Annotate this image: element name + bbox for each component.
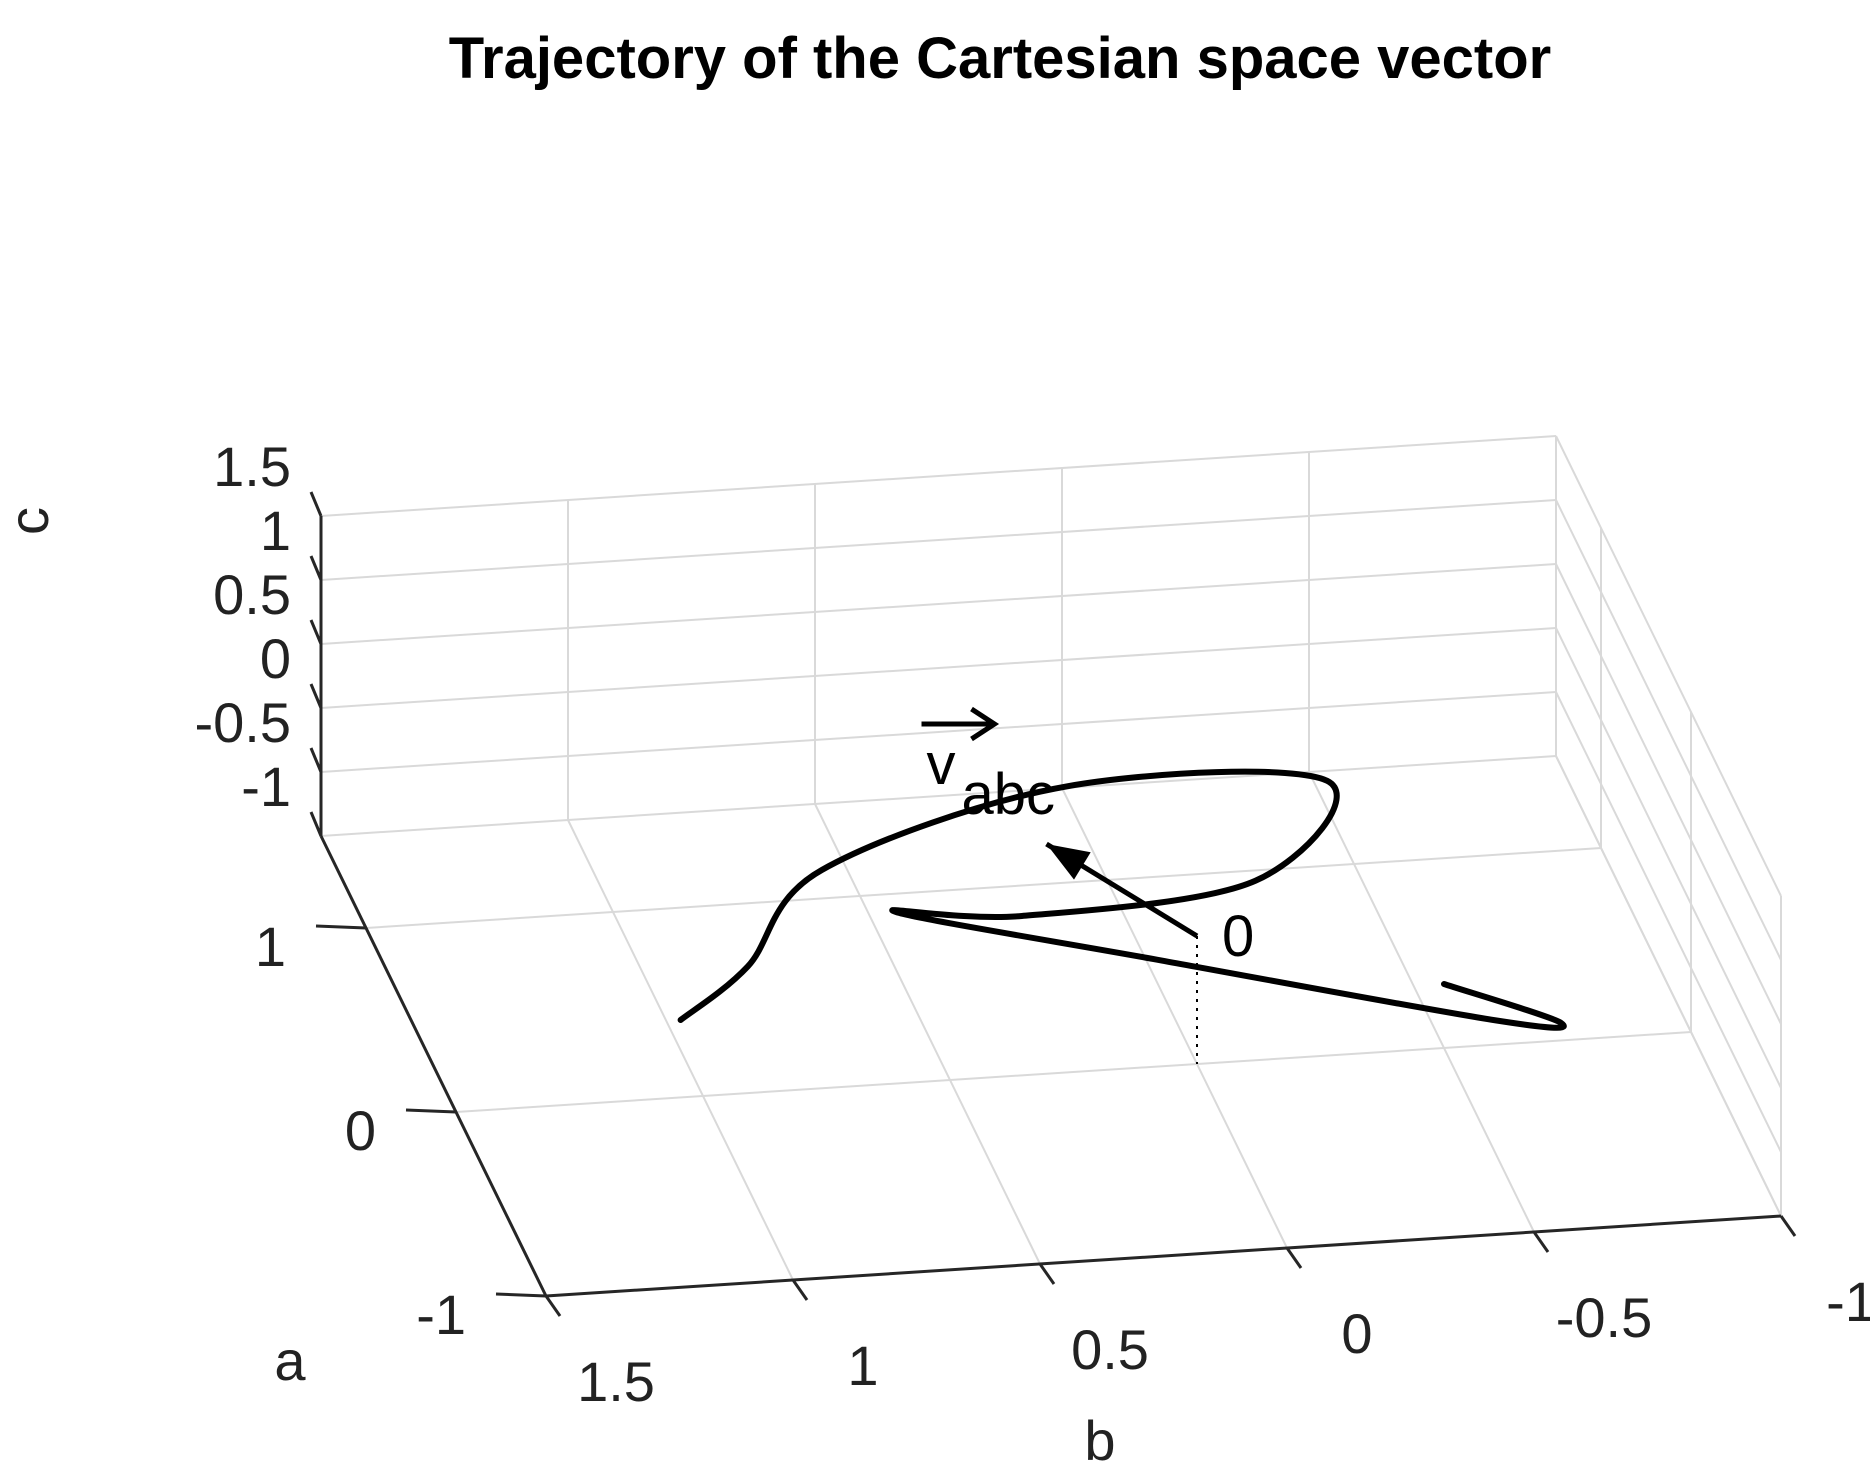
axis-label-c: c — [0, 507, 60, 535]
tick-label-b: 1.5 — [577, 1350, 655, 1413]
axes — [309, 491, 1797, 1317]
tick-label-c: -0.5 — [195, 691, 292, 754]
tick-mark — [495, 1292, 547, 1298]
tick-mark — [1532, 1231, 1550, 1253]
tick-mark — [405, 1108, 457, 1114]
gridline — [1555, 499, 1782, 961]
chart-title: Trajectory of the Cartesian space vector — [449, 26, 1551, 91]
axis-label-a: a — [274, 1329, 306, 1392]
origin-label: 0 — [1222, 904, 1254, 969]
annotations: 0 v abc — [921, 706, 1254, 1064]
tick-label-b: -0.5 — [1556, 1286, 1653, 1349]
tick-label-a: 0 — [345, 1099, 376, 1162]
space-vector-arrowhead — [1046, 844, 1091, 880]
tick-label-b: -1 — [1826, 1270, 1870, 1333]
tick-label-a: 1 — [255, 915, 286, 978]
vector-label-subscript: abc — [962, 762, 1056, 827]
b-axis-line — [545, 1214, 1782, 1298]
trajectory-line — [677, 768, 1567, 1031]
gridline — [1555, 691, 1782, 1153]
tick-mark — [315, 924, 367, 930]
grid-lines — [320, 435, 1782, 1297]
gridline — [1555, 563, 1782, 1025]
gridline — [320, 755, 1557, 837]
tick-label-c: 1 — [260, 499, 291, 562]
gridline — [365, 847, 1602, 929]
tick-mark — [309, 811, 323, 837]
gridline — [320, 499, 1557, 581]
tick-mark — [1285, 1247, 1303, 1269]
gridline — [1308, 771, 1535, 1233]
tick-mark — [309, 619, 323, 645]
gridline — [320, 563, 1557, 645]
gridline — [567, 819, 794, 1281]
tick-mark — [1779, 1215, 1797, 1237]
tick-mark — [309, 747, 323, 773]
vector-label: v — [927, 732, 956, 797]
tick-mark — [544, 1295, 562, 1317]
axis-label-b: b — [1084, 1409, 1115, 1472]
tick-mark — [309, 683, 323, 709]
vector-overline-head — [970, 706, 1000, 742]
gridline — [1555, 755, 1782, 1217]
tick-label-b: 0 — [1341, 1302, 1372, 1365]
tick-label-c: -1 — [241, 755, 291, 818]
gridline — [455, 1031, 1692, 1113]
tick-label-b: 0.5 — [1071, 1318, 1149, 1381]
gridline — [1555, 435, 1782, 897]
tick-label-c: 0.5 — [213, 563, 291, 626]
a-axis-line — [319, 835, 548, 1297]
tick-label-c: 0 — [260, 627, 291, 690]
tick-label-b: 1 — [847, 1334, 878, 1397]
tick-label-c: 1.5 — [213, 435, 291, 498]
gridline — [1061, 787, 1288, 1249]
gridline — [814, 803, 1041, 1265]
gridline — [1555, 627, 1782, 1089]
gridline — [320, 435, 1557, 517]
tick-label-a: -1 — [416, 1283, 466, 1346]
tick-mark — [791, 1279, 809, 1301]
gridline — [320, 627, 1557, 709]
trajectory-series — [677, 768, 1567, 1031]
gridline — [320, 691, 1557, 773]
tick-mark — [309, 491, 323, 517]
tick-mark — [309, 555, 323, 581]
tick-mark — [1038, 1263, 1056, 1285]
